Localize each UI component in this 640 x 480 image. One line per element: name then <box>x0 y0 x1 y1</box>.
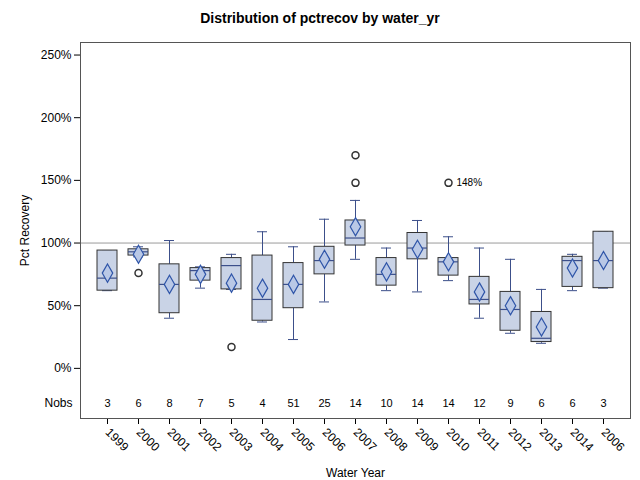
svg-text:2014: 2014 <box>568 425 597 454</box>
svg-text:2011: 2011 <box>475 425 503 453</box>
svg-text:25: 25 <box>318 397 330 409</box>
svg-text:6: 6 <box>569 397 575 409</box>
svg-text:2006: 2006 <box>320 425 349 454</box>
svg-text:1999: 1999 <box>103 425 132 454</box>
svg-text:50%: 50% <box>47 299 71 313</box>
svg-text:100%: 100% <box>41 236 72 250</box>
svg-text:14: 14 <box>349 397 361 409</box>
svg-text:2002: 2002 <box>196 425 225 454</box>
svg-text:150%: 150% <box>41 173 72 187</box>
html-text:Distribution of pctrecov by wa: Distribution of pctrecov by water_yr <box>200 10 440 26</box>
svg-text:9: 9 <box>507 397 513 409</box>
svg-text:2010: 2010 <box>444 425 473 454</box>
svg-text:2005: 2005 <box>289 425 318 454</box>
svg-text:6: 6 <box>538 397 544 409</box>
svg-text:3: 3 <box>600 397 606 409</box>
svg-text:Nobs: Nobs <box>44 396 72 410</box>
svg-text:14: 14 <box>411 397 423 409</box>
svg-text:148%: 148% <box>457 177 483 188</box>
svg-text:2003: 2003 <box>227 425 256 454</box>
svg-text:51: 51 <box>287 397 299 409</box>
svg-text:3: 3 <box>104 397 110 409</box>
svg-text:2013: 2013 <box>537 425 566 454</box>
svg-text:7: 7 <box>197 397 203 409</box>
svg-text:Pct Recovery: Pct Recovery <box>18 195 32 266</box>
svg-text:5: 5 <box>228 397 234 409</box>
svg-text:8: 8 <box>166 397 172 409</box>
svg-text:Water Year: Water Year <box>326 466 385 480</box>
svg-text:0%: 0% <box>54 361 72 375</box>
svg-text:250%: 250% <box>41 48 72 62</box>
svg-text:4: 4 <box>259 397 265 409</box>
svg-text:2009: 2009 <box>413 425 442 454</box>
svg-text:200%: 200% <box>41 111 72 125</box>
svg-text:12: 12 <box>473 397 485 409</box>
svg-text:2004: 2004 <box>258 425 287 454</box>
svg-text:14: 14 <box>442 397 454 409</box>
svg-text:2007: 2007 <box>351 425 380 454</box>
svg-text:2001: 2001 <box>165 425 194 454</box>
svg-text:2008: 2008 <box>382 425 411 454</box>
svg-text:2012: 2012 <box>506 425 535 454</box>
svg-text:2000: 2000 <box>134 425 163 454</box>
svg-text:10: 10 <box>380 397 392 409</box>
svg-text:6: 6 <box>135 397 141 409</box>
svg-text:2006: 2006 <box>599 425 628 454</box>
